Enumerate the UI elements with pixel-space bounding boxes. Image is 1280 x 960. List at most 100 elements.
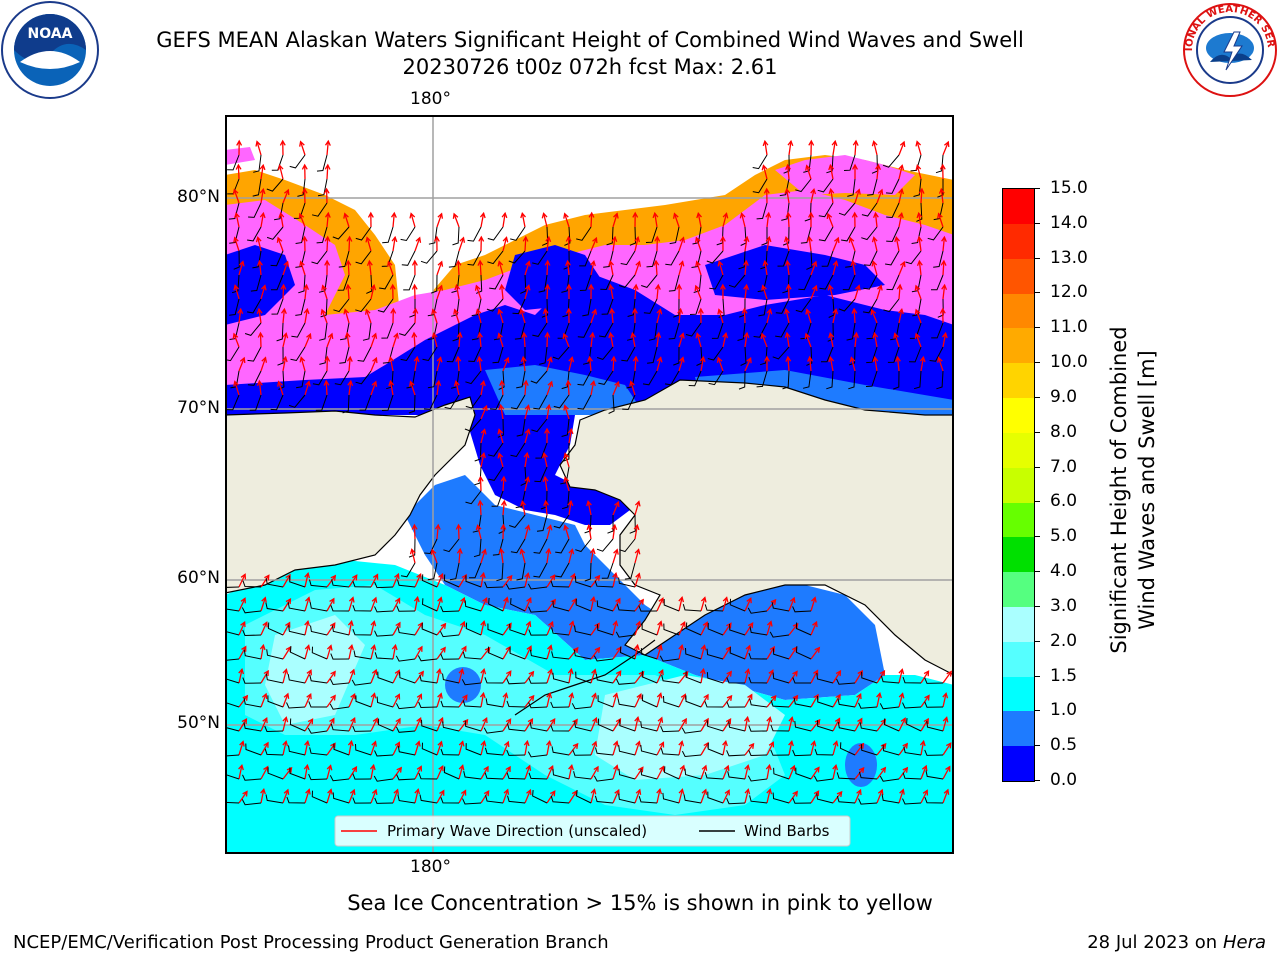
wave-arrow-head — [765, 235, 772, 243]
wave-arrow-head — [330, 694, 336, 701]
wind-barb — [464, 600, 482, 612]
footer-right: 28 Jul 2023 on Hera — [1087, 932, 1266, 953]
wave-direction-arrow — [455, 285, 460, 300]
wind-barb — [442, 673, 460, 684]
wave-arrow-head — [454, 283, 461, 291]
wind-barb — [619, 538, 636, 553]
wave-direction-arrow — [567, 380, 570, 396]
wave-direction-arrow — [766, 621, 772, 636]
wave-direction-arrow — [920, 695, 930, 708]
wave-arrow-head — [320, 308, 327, 315]
wind-barb — [816, 793, 834, 804]
wave-direction-arrow — [832, 309, 837, 324]
wind-barb — [925, 770, 944, 780]
wind-barb — [817, 695, 834, 708]
wave-arrow-head — [568, 548, 575, 555]
colorbar-tick-label: 13.0 — [1050, 247, 1088, 268]
wave-direction-arrow — [498, 261, 504, 276]
wave-arrow-head — [501, 211, 508, 219]
wind-barb — [452, 322, 460, 342]
wind-barb — [311, 250, 328, 265]
wind-barb — [729, 623, 746, 636]
wave-arrow-head — [877, 188, 884, 195]
wind-barb — [848, 370, 856, 390]
wave-arrow-head — [565, 307, 572, 314]
wind-barb — [397, 579, 416, 588]
wave-arrow-head — [565, 283, 572, 290]
wave-direction-arrow — [612, 549, 618, 564]
wind-barb — [290, 346, 306, 362]
wave-direction-arrow — [678, 621, 686, 636]
wave-direction-arrow — [237, 164, 240, 180]
wind-barb — [351, 679, 372, 686]
wave-arrow-head — [347, 619, 354, 627]
wave-arrow-head — [436, 667, 442, 675]
wave-direction-arrow — [722, 718, 732, 732]
wave-arrow-head — [232, 188, 239, 195]
wave-direction-arrow — [654, 213, 658, 228]
wind-barb — [641, 694, 658, 708]
wind-barb — [707, 346, 724, 361]
wave-arrow-head — [503, 788, 510, 795]
wave-arrow-head — [568, 692, 575, 699]
wave-arrow-head — [242, 790, 248, 797]
wind-barb — [295, 250, 306, 268]
wave-direction-arrow — [612, 213, 618, 228]
wave-arrow-head — [858, 766, 865, 774]
wind-barb — [274, 202, 284, 221]
wave-direction-arrow — [744, 694, 753, 708]
wind-barb — [510, 394, 526, 410]
wave-direction-arrow — [832, 141, 836, 156]
wind-barb — [738, 250, 746, 270]
wave-direction-arrow — [260, 742, 269, 756]
wind-barb — [242, 629, 262, 637]
wave-arrow-head — [524, 524, 531, 531]
wind-barb — [838, 298, 856, 312]
wave-arrow-head — [372, 573, 379, 580]
wave-arrow-head — [550, 598, 556, 605]
wind-barb — [931, 322, 944, 339]
colorbar — [1002, 188, 1035, 782]
wave-direction-arrow — [612, 381, 620, 396]
wave-arrow-head — [256, 259, 263, 266]
wind-barb — [836, 678, 856, 685]
wave-arrow-head — [658, 597, 664, 604]
wave-direction-arrow — [282, 646, 291, 660]
wave-arrow-head — [416, 765, 423, 772]
wave-arrow-head — [439, 789, 445, 796]
wave-arrow-head — [592, 716, 598, 724]
wave-direction-arrow — [546, 381, 553, 396]
wave-direction-arrow — [612, 598, 621, 612]
wave-direction-arrow — [260, 189, 264, 204]
wind-barb — [440, 797, 460, 804]
wind-barb — [352, 581, 372, 588]
wind-barb — [756, 370, 768, 388]
wave-arrow-head — [306, 692, 312, 700]
wind-barb — [486, 298, 504, 312]
wind-barb — [379, 274, 394, 290]
wind-barb — [531, 418, 548, 433]
wind-barb — [267, 767, 284, 780]
wind-barb — [440, 748, 460, 756]
wind-barb — [748, 725, 768, 732]
wave-direction-arrow — [436, 741, 443, 756]
wind-barb — [781, 202, 790, 221]
colorbar-tick-mark — [1034, 780, 1040, 781]
wind-barb — [704, 772, 724, 780]
wind-barb — [594, 795, 614, 804]
pacific-patch-east — [845, 743, 877, 787]
wind-barb — [355, 370, 372, 385]
wave-direction-arrow — [810, 767, 820, 780]
wave-direction-arrow — [524, 525, 530, 540]
wind-barb — [775, 298, 790, 314]
wave-arrow-head — [545, 235, 552, 243]
colorbar-tick-mark — [1034, 222, 1040, 224]
wave-arrow-head — [635, 788, 642, 795]
wave-direction-arrow — [942, 742, 952, 756]
wave-direction-arrow — [346, 333, 350, 348]
wave-direction-arrow — [700, 645, 706, 660]
wind-barb — [377, 671, 394, 684]
noaa-logo: NOAA — [1, 1, 99, 99]
wind-barb — [646, 250, 658, 268]
wave-direction-arrow — [260, 766, 269, 780]
